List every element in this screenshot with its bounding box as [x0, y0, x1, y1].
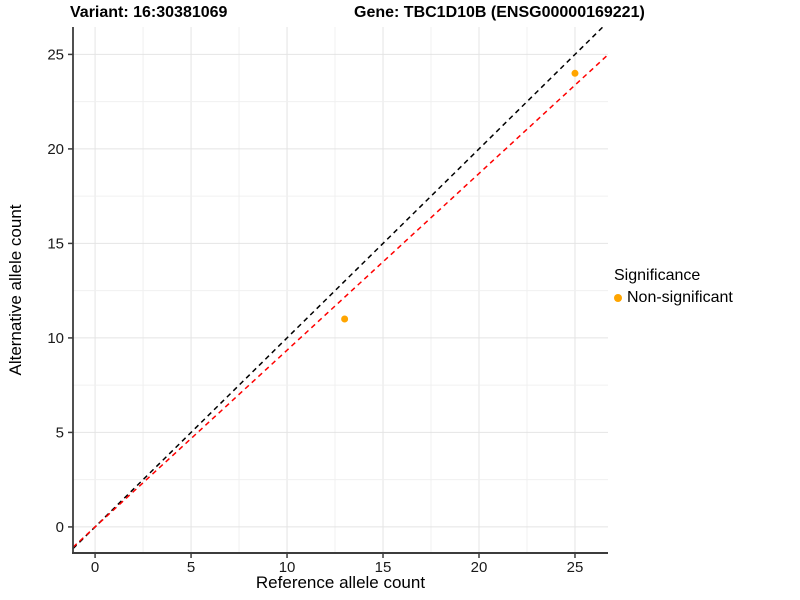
- x-axis-title: Reference allele count: [255, 573, 426, 592]
- y-tick-label: 25: [47, 46, 64, 63]
- legend-title: Significance: [614, 267, 701, 284]
- x-tick-label: 20: [471, 559, 488, 576]
- legend-point-icon: [614, 294, 622, 302]
- x-tick-label: 25: [567, 559, 584, 576]
- fit-line: [73, 54, 608, 548]
- identity-line: [73, 27, 604, 550]
- legend: Significance Non-significant: [614, 267, 733, 307]
- x-tick-label: 5: [187, 559, 195, 576]
- x-tick-label: 15: [375, 559, 392, 576]
- y-axis-title: Alternative allele count: [6, 204, 25, 376]
- data-point: [341, 315, 349, 323]
- y-tick-label: 5: [56, 424, 64, 441]
- legend-item-label: Non-significant: [627, 289, 733, 306]
- legend-item: Non-significant: [614, 289, 733, 307]
- data-point: [571, 69, 579, 77]
- x-tick-label: 0: [91, 559, 99, 576]
- x-tick-label: 10: [279, 559, 296, 576]
- y-tick-label: 20: [47, 141, 64, 158]
- variant-title: Variant: 16:30381069: [70, 4, 228, 21]
- gene-title: Gene: TBC1D10B (ENSG00000169221): [354, 4, 645, 21]
- y-tick-label: 15: [47, 235, 64, 252]
- y-tick-label: 0: [56, 519, 64, 536]
- y-tick-label: 10: [47, 330, 64, 347]
